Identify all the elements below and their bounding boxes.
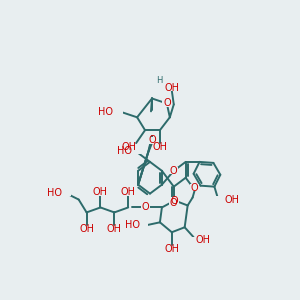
Text: OH: OH bbox=[164, 82, 179, 93]
Text: HO: HO bbox=[98, 107, 113, 117]
Text: OH: OH bbox=[152, 142, 167, 152]
Text: OH: OH bbox=[121, 187, 136, 196]
Text: O: O bbox=[141, 202, 149, 212]
Bar bbox=[215, 196, 229, 203]
Bar bbox=[148, 136, 156, 144]
Text: O: O bbox=[148, 135, 156, 145]
Bar bbox=[57, 189, 71, 196]
Bar bbox=[167, 84, 176, 91]
Bar bbox=[127, 148, 141, 154]
Bar bbox=[166, 246, 178, 253]
Text: OH: OH bbox=[196, 235, 211, 245]
Text: O: O bbox=[163, 98, 171, 108]
Text: OH: OH bbox=[79, 224, 94, 234]
Text: OH: OH bbox=[122, 142, 137, 152]
Text: OH: OH bbox=[224, 194, 239, 205]
Bar bbox=[123, 144, 135, 151]
Bar bbox=[170, 197, 179, 204]
Text: OH: OH bbox=[93, 187, 108, 196]
Text: O: O bbox=[171, 196, 178, 206]
Text: O: O bbox=[170, 166, 178, 176]
Bar bbox=[136, 222, 148, 229]
Bar bbox=[108, 226, 120, 233]
Text: HO: HO bbox=[125, 220, 140, 230]
Text: H: H bbox=[156, 76, 162, 85]
Bar bbox=[81, 226, 92, 233]
Bar bbox=[162, 100, 171, 107]
Bar bbox=[110, 109, 123, 116]
Text: HO: HO bbox=[47, 188, 62, 198]
Text: O: O bbox=[170, 197, 178, 208]
Bar bbox=[94, 189, 106, 196]
Text: OH: OH bbox=[164, 244, 179, 254]
Bar bbox=[122, 189, 134, 196]
Text: HO: HO bbox=[117, 146, 132, 156]
Bar bbox=[141, 204, 149, 211]
Bar bbox=[190, 184, 199, 191]
Bar bbox=[169, 199, 178, 206]
Text: O: O bbox=[191, 183, 198, 193]
Text: OH: OH bbox=[107, 224, 122, 234]
Bar bbox=[169, 167, 178, 174]
Bar bbox=[188, 237, 200, 244]
Bar bbox=[154, 144, 166, 151]
